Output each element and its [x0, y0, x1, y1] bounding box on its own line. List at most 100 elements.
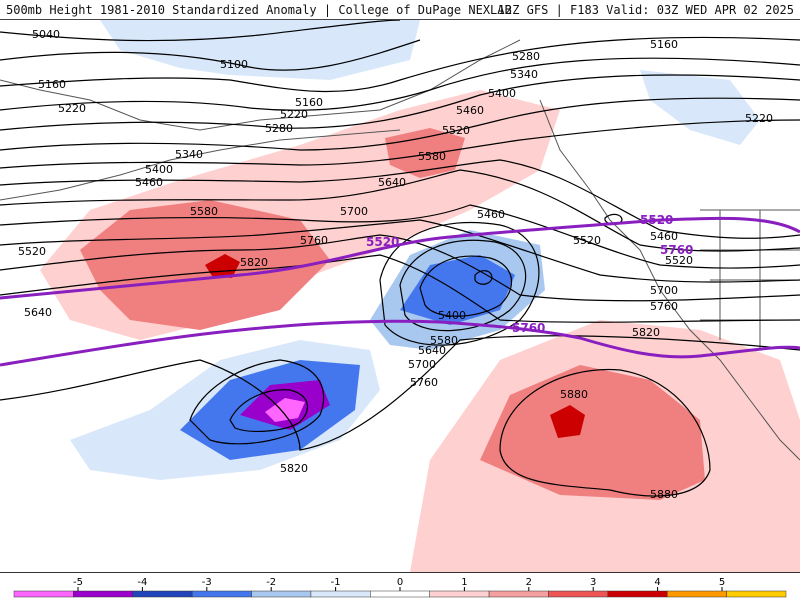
contour-south-trough-2: [229, 389, 308, 432]
highlight-contours: [0, 216, 800, 367]
contour-5520: [0, 169, 800, 252]
label-5160-b: 5160: [295, 96, 323, 109]
legend-colorbar: -5 -4 -3 -2 -1 0 1 2 3 4 5: [13, 577, 787, 598]
label-5520-b: 5520: [442, 124, 470, 137]
positive-anomaly-southeast-core: [480, 365, 705, 500]
legend-swatch: [429, 590, 490, 598]
label-5640-b: 5640: [378, 176, 406, 189]
legend-tick-label: -4: [137, 577, 147, 588]
label-5580-b: 5580: [418, 150, 446, 163]
contour-5340: [0, 97, 800, 151]
legend-tick-label: -5: [73, 577, 83, 588]
label-5220: 5220: [58, 102, 86, 115]
legend-tick-label: -3: [202, 577, 212, 588]
contour-5580: [0, 204, 800, 269]
legend-tick-label: -2: [266, 577, 276, 588]
legend-swatch: [310, 590, 371, 598]
label-5700: 5700: [340, 205, 368, 218]
legend-tick-label: -1: [331, 577, 341, 588]
contour-5820: [0, 335, 800, 451]
legend-swatch: [666, 590, 727, 598]
contour-labels: 5040 5100 5160 5220 5280 5340 5400 5460 …: [18, 28, 773, 501]
model-run-info: 12Z GFS | F183 Valid: 03Z WED APR 02 202…: [497, 3, 794, 17]
label-5400-c: 5400: [438, 309, 466, 322]
label-5640: 5640: [24, 306, 52, 319]
label-5340: 5340: [175, 148, 203, 161]
contour-5040: [0, 20, 401, 42]
contour-cutoff-inner: [419, 255, 513, 317]
legend-ticks: -5 -4 -3 -2 -1 0 1 2 3 4 5: [73, 577, 725, 591]
legend-tick-label: 2: [526, 577, 532, 588]
legend-swatch: [13, 590, 74, 598]
legend-tick-label: 5: [719, 577, 725, 588]
contour-5880-ridge: [499, 368, 711, 497]
legend-swatch: [251, 590, 312, 598]
label-5280: 5280: [265, 122, 293, 135]
label-5460-c: 5460: [477, 208, 505, 221]
coastline-nw-america: [539, 99, 800, 461]
contour-5760: [0, 254, 800, 323]
negative-anomaly-gulf: [640, 70, 760, 145]
label-5640-c: 5640: [418, 344, 446, 357]
anomaly-shading: [40, 20, 800, 572]
coastline-alaska: [0, 39, 521, 131]
height-anomaly-map: 5040 5100 5160 5220 5280 5340 5400 5460 …: [0, 20, 800, 572]
label-5760-highlight-east: 5760: [660, 243, 693, 257]
label-5700-c: 5700: [650, 284, 678, 297]
contour-5280: [0, 74, 800, 131]
label-5220-c: 5220: [745, 112, 773, 125]
anomaly-legend: -5 -4 -3 -2 -1 0 1 2 3 4 5: [0, 572, 800, 600]
label-5520-highlight-east: 5520: [640, 213, 673, 227]
legend-swatch: [132, 590, 193, 598]
negative-anomaly-north: [100, 20, 420, 80]
label-5580: 5580: [190, 205, 218, 218]
label-5340-b: 5340: [510, 68, 538, 81]
label-5220-b: 5220: [280, 108, 308, 121]
positive-anomaly-southeast-max: [550, 405, 585, 438]
label-5160-c: 5160: [650, 38, 678, 51]
map-title: 500mb Height 1981-2010 Standardized Anom…: [6, 3, 512, 17]
label-5460-d: 5460: [650, 230, 678, 243]
contour-5460: [0, 159, 800, 239]
contour-5220: [0, 57, 800, 111]
legend-tick-label: 3: [590, 577, 596, 588]
label-5820-c: 5820: [632, 326, 660, 339]
height-contours: [0, 20, 800, 497]
legend-tick-label: 4: [654, 577, 660, 588]
contour-5520-highlight: [0, 216, 800, 300]
contour-cutoff-core: [474, 270, 493, 285]
contour-5640: [0, 219, 800, 283]
label-5160: 5160: [38, 78, 66, 91]
label-5700-b: 5700: [408, 358, 436, 371]
contour-5100: [0, 39, 421, 71]
negative-anomaly-south-max: [265, 398, 305, 422]
label-5520-c: 5520: [573, 234, 601, 247]
legend-swatch: [370, 590, 430, 598]
label-5820: 5820: [240, 256, 268, 269]
label-5760-b: 5760: [410, 376, 438, 389]
legend-swatch: [191, 590, 252, 598]
label-5760-highlight: 5760: [512, 321, 545, 335]
label-5040: 5040: [32, 28, 60, 41]
contour-south-trough-1: [189, 359, 325, 445]
label-5100: 5100: [220, 58, 248, 71]
contour-5400: [0, 119, 800, 169]
contour-cutoff-outer: [379, 221, 540, 346]
label-5880-b: 5880: [650, 488, 678, 501]
label-5760-c: 5760: [650, 300, 678, 313]
label-5280-b: 5280: [512, 50, 540, 63]
coastline-aleutians: [0, 129, 401, 201]
label-5880: 5880: [560, 388, 588, 401]
label-5520: 5520: [18, 245, 46, 258]
legend-swatch: [607, 590, 668, 598]
contour-5700: [0, 234, 800, 302]
contour-cutoff-mid: [399, 239, 527, 332]
legend-swatch: [726, 590, 787, 598]
label-5760: 5760: [300, 234, 328, 247]
legend-bar: [13, 590, 787, 598]
label-5400: 5400: [145, 163, 173, 176]
legend-swatch: [73, 590, 134, 598]
legend-swatch: [488, 590, 549, 598]
legend-swatch: [548, 590, 609, 598]
